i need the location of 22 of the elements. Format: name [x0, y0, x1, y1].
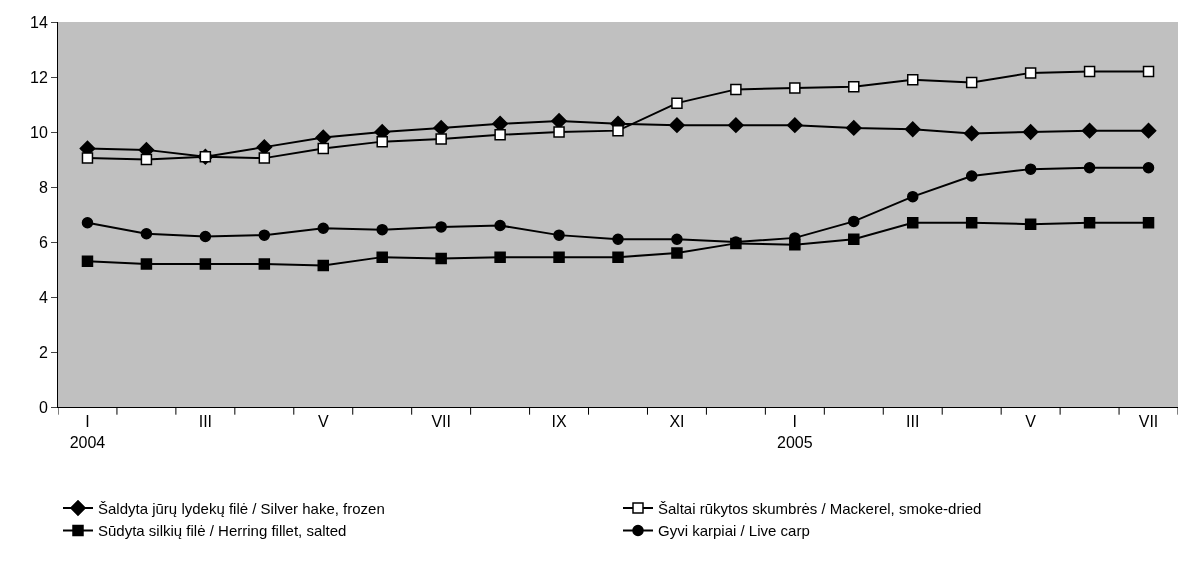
y-tick-label: 4	[38, 288, 48, 306]
x-tick-label: III	[906, 413, 920, 431]
x-tick-label: I 2004	[69, 413, 106, 451]
legend-label: Gyvi karpiai / Live carp	[658, 522, 810, 540]
y-tick-label: 8	[38, 178, 48, 196]
y-tick-label: 0	[38, 398, 48, 416]
x-tick-label: VII	[431, 413, 451, 431]
y-tick-label: 14	[30, 13, 48, 31]
y-tick-label: 2	[38, 343, 48, 361]
x-tick-label: VII	[1138, 413, 1159, 431]
x-tick-label: XI	[669, 413, 685, 431]
legend-label: Sūdyta silkių filė / Herring fillet, salted	[98, 522, 347, 540]
x-tick-label: III	[198, 413, 213, 431]
x-tick-label: V	[1025, 413, 1037, 431]
y-tick-label: 6	[38, 233, 48, 251]
x-tick-label: IX	[551, 413, 567, 431]
legend-label: Šaldyta jūrų lydekų filė / Silver hake, frozen	[98, 499, 385, 517]
legend-label: Šaltai rūkytos skumbrės / Mackerel, smoke-dried	[658, 499, 982, 517]
y-tick-label: 12	[30, 68, 48, 86]
y-tick-label: 10	[30, 123, 48, 141]
x-tick-label: V	[317, 413, 329, 431]
x-tick-label: I 2005	[777, 413, 813, 451]
